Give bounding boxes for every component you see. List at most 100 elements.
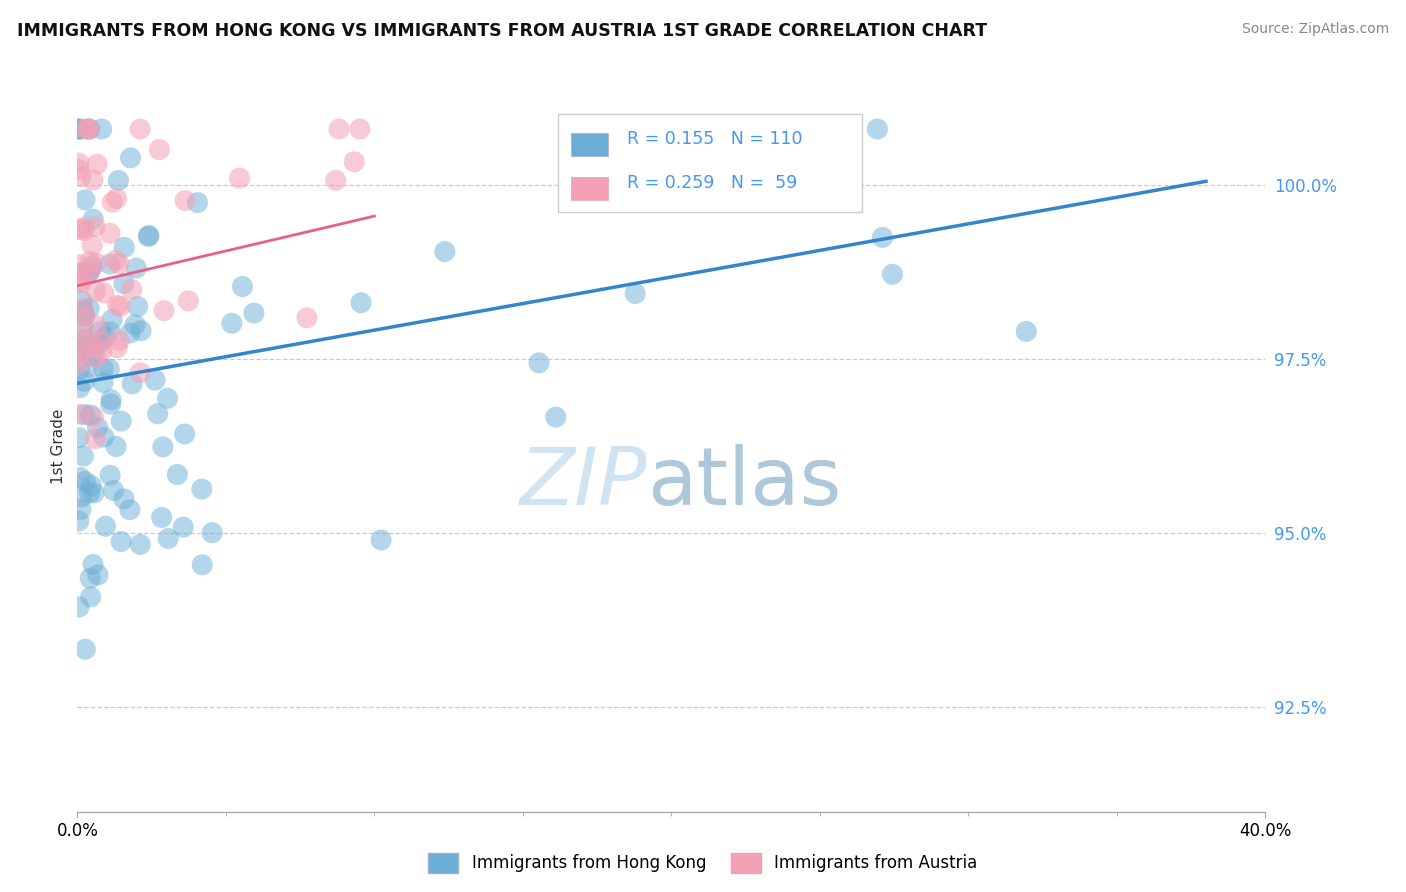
- Immigrants from Austria: [79, 265, 101, 279]
- Text: R = 0.155   N = 110: R = 0.155 N = 110: [627, 130, 803, 148]
- Immigrants from Hong Kong: [105, 440, 128, 454]
- Text: ZIP: ZIP: [520, 443, 648, 522]
- Immigrants from Austria: [174, 194, 197, 208]
- Immigrants from Hong Kong: [124, 318, 146, 332]
- Immigrants from Austria: [295, 310, 318, 325]
- Immigrants from Hong Kong: [98, 468, 121, 483]
- Immigrants from Austria: [108, 257, 131, 271]
- Immigrants from Hong Kong: [80, 348, 103, 362]
- Immigrants from Hong Kong: [79, 590, 101, 604]
- Immigrants from Hong Kong: [79, 122, 101, 136]
- Immigrants from Austria: [349, 122, 371, 136]
- Immigrants from Austria: [228, 171, 250, 186]
- Immigrants from Austria: [67, 357, 90, 371]
- Immigrants from Hong Kong: [94, 330, 117, 344]
- Immigrants from Hong Kong: [98, 362, 121, 376]
- Immigrants from Hong Kong: [73, 374, 96, 388]
- Immigrants from Hong Kong: [527, 356, 550, 370]
- Immigrants from Austria: [153, 303, 176, 318]
- Immigrants from Hong Kong: [824, 125, 846, 139]
- Immigrants from Hong Kong: [166, 467, 188, 482]
- Immigrants from Hong Kong: [77, 360, 100, 375]
- Immigrants from Austria: [93, 286, 115, 301]
- Immigrants from Hong Kong: [186, 195, 208, 210]
- Immigrants from Hong Kong: [80, 479, 103, 493]
- Immigrants from Hong Kong: [1015, 325, 1038, 339]
- Immigrants from Austria: [67, 222, 90, 236]
- Immigrants from Austria: [86, 157, 108, 171]
- Immigrants from Austria: [77, 122, 100, 136]
- Immigrants from Hong Kong: [127, 300, 149, 314]
- Immigrants from Hong Kong: [69, 362, 91, 376]
- Immigrants from Hong Kong: [72, 303, 94, 318]
- Immigrants from Hong Kong: [69, 381, 91, 395]
- Immigrants from Hong Kong: [82, 558, 104, 572]
- Immigrants from Austria: [75, 122, 97, 136]
- Immigrants from Hong Kong: [370, 533, 392, 547]
- Immigrants from Austria: [69, 408, 91, 422]
- Immigrants from Hong Kong: [107, 173, 129, 187]
- Immigrants from Hong Kong: [82, 212, 104, 227]
- Immigrants from Hong Kong: [544, 410, 567, 425]
- Text: R = 0.259   N =  59: R = 0.259 N = 59: [627, 174, 797, 193]
- Immigrants from Hong Kong: [70, 490, 93, 504]
- Immigrants from Hong Kong: [87, 568, 110, 582]
- Immigrants from Austria: [86, 351, 108, 365]
- Immigrants from Hong Kong: [191, 558, 214, 572]
- Immigrants from Hong Kong: [73, 408, 96, 422]
- Immigrants from Hong Kong: [67, 122, 90, 136]
- Immigrants from Austria: [69, 320, 91, 334]
- Immigrants from Hong Kong: [67, 514, 90, 528]
- Immigrants from Hong Kong: [70, 293, 93, 308]
- Immigrants from Hong Kong: [101, 312, 124, 326]
- Immigrants from Hong Kong: [89, 325, 111, 339]
- Immigrants from Austria: [67, 275, 90, 289]
- Immigrants from Austria: [108, 334, 131, 348]
- Immigrants from Austria: [82, 173, 104, 187]
- Immigrants from Austria: [105, 192, 128, 206]
- Immigrants from Austria: [325, 173, 347, 187]
- Immigrants from Austria: [70, 276, 93, 290]
- Immigrants from Austria: [107, 298, 129, 312]
- Immigrants from Hong Kong: [67, 599, 90, 614]
- Immigrants from Hong Kong: [125, 260, 148, 275]
- Legend: Immigrants from Hong Kong, Immigrants from Austria: Immigrants from Hong Kong, Immigrants fr…: [422, 847, 984, 880]
- Immigrants from Hong Kong: [72, 341, 94, 355]
- Text: Source: ZipAtlas.com: Source: ZipAtlas.com: [1241, 22, 1389, 37]
- Immigrants from Austria: [72, 301, 94, 315]
- Immigrants from Hong Kong: [90, 122, 112, 136]
- Immigrants from Hong Kong: [87, 336, 110, 351]
- Immigrants from Austria: [121, 283, 143, 297]
- Immigrants from Hong Kong: [866, 122, 889, 136]
- Immigrants from Austria: [105, 341, 128, 355]
- Immigrants from Austria: [84, 219, 107, 234]
- Immigrants from Hong Kong: [83, 349, 105, 363]
- Immigrants from Hong Kong: [98, 325, 121, 339]
- Immigrants from Austria: [129, 122, 152, 136]
- Immigrants from Hong Kong: [609, 122, 631, 136]
- Immigrants from Hong Kong: [121, 376, 143, 391]
- Immigrants from Hong Kong: [100, 392, 122, 407]
- Immigrants from Austria: [104, 253, 127, 268]
- Immigrants from Hong Kong: [201, 525, 224, 540]
- Immigrants from Austria: [83, 409, 105, 424]
- Immigrants from Hong Kong: [72, 449, 94, 463]
- Immigrants from Austria: [67, 162, 90, 177]
- Immigrants from Hong Kong: [118, 502, 141, 516]
- Bar: [571, 178, 609, 200]
- Immigrants from Hong Kong: [69, 470, 91, 484]
- Bar: [571, 133, 609, 155]
- Immigrants from Hong Kong: [872, 230, 894, 244]
- Immigrants from Austria: [73, 266, 96, 280]
- Immigrants from Hong Kong: [100, 397, 122, 411]
- Immigrants from Austria: [73, 309, 96, 323]
- Immigrants from Hong Kong: [79, 264, 101, 278]
- Immigrants from Hong Kong: [350, 295, 373, 310]
- Immigrants from Austria: [86, 318, 108, 333]
- Immigrants from Hong Kong: [749, 154, 772, 169]
- Immigrants from Austria: [69, 258, 91, 272]
- Immigrants from Hong Kong: [157, 532, 180, 546]
- FancyBboxPatch shape: [558, 113, 862, 212]
- Immigrants from Hong Kong: [75, 193, 97, 207]
- Text: atlas: atlas: [648, 443, 842, 522]
